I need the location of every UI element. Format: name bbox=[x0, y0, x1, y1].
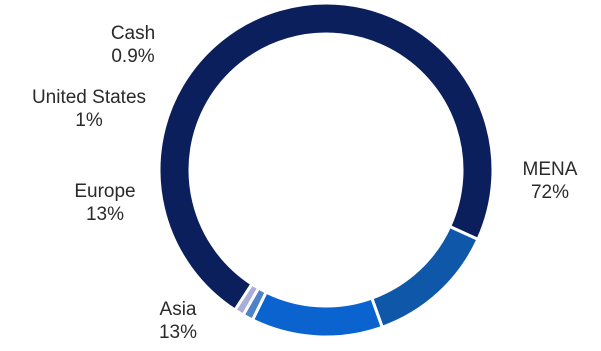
label-united-states-value: 1% bbox=[75, 110, 103, 131]
slice-mena bbox=[157, 1, 495, 313]
label-europe-value: 13% bbox=[85, 204, 125, 225]
slice-asia bbox=[369, 224, 480, 330]
label-cash: Cash 0.9% bbox=[98, 22, 168, 68]
slice-cash bbox=[232, 281, 261, 318]
label-asia: Asia 13% bbox=[143, 298, 213, 344]
label-europe-name: Europe bbox=[74, 181, 136, 202]
label-united-states: United States 1% bbox=[10, 86, 168, 132]
slice-europe bbox=[250, 290, 385, 339]
label-cash-name: Cash bbox=[110, 23, 156, 44]
label-cash-value: 0.9% bbox=[111, 46, 155, 67]
label-europe: Europe 13% bbox=[60, 180, 150, 226]
label-mena-name: MENA bbox=[522, 159, 578, 180]
label-asia-name: Asia bbox=[159, 299, 197, 320]
label-mena: MENA 72% bbox=[510, 158, 590, 204]
label-asia-value: 13% bbox=[158, 322, 198, 343]
label-united-states-name: United States bbox=[31, 87, 147, 108]
label-mena-value: 72% bbox=[530, 182, 570, 203]
